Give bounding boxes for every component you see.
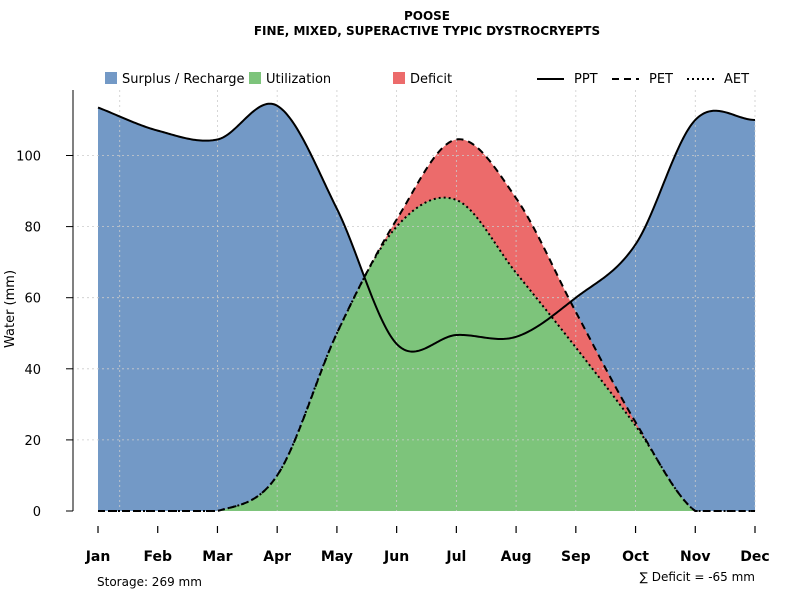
legend-label: Surplus / Recharge xyxy=(122,72,245,87)
gridlines xyxy=(72,90,756,511)
x-tick-label: Jul xyxy=(445,549,466,565)
legend: Surplus / Recharge Utilization Deficit PPT P… xyxy=(105,72,749,87)
utilization-area xyxy=(98,197,755,512)
x-tick-label: May xyxy=(321,549,353,565)
x-tick-label: Mar xyxy=(202,549,232,565)
y-tick-label: 100 xyxy=(16,150,41,165)
legend-label: Deficit xyxy=(410,72,452,87)
legend-label: PPT xyxy=(574,72,598,87)
legend-swatch xyxy=(393,72,405,84)
y-tick-label: 20 xyxy=(24,434,41,449)
x-tick-label: Dec xyxy=(740,549,769,565)
legend-label: AET xyxy=(724,72,749,87)
y-tick-label: 40 xyxy=(24,363,41,378)
y-tick-label: 60 xyxy=(24,292,41,307)
y-axis-label: Water (mm) xyxy=(3,270,18,348)
storage-annotation: Storage: 269 mm xyxy=(97,575,202,589)
chart-title: POOSE xyxy=(404,9,450,23)
ppt-line xyxy=(97,102,756,353)
deficit-annotation: ∑ Deficit = -65 mm xyxy=(640,570,755,584)
legend-label: PET xyxy=(649,72,673,87)
pet-line xyxy=(98,138,755,512)
x-tick-label: Apr xyxy=(263,549,291,565)
axes: 0 20 40 60 80 100 Jan Feb Mar Apr May Jun Jul Aug Sep O… xyxy=(16,90,770,565)
x-tick-label: Jun xyxy=(383,549,409,565)
legend-swatch xyxy=(105,72,117,84)
x-tick-label: Feb xyxy=(143,549,172,565)
surplus-above-pet-area xyxy=(98,103,755,512)
x-tick-label: Sep xyxy=(561,549,591,565)
series-lines xyxy=(97,102,756,512)
chart-subtitle: FINE, MIXED, SUPERACTIVE TYPIC DYSTROCRY… xyxy=(254,24,600,38)
area-fills xyxy=(98,103,755,512)
y-tick-label: 0 xyxy=(33,505,41,520)
x-tick-label: Oct xyxy=(622,549,649,565)
legend-swatch xyxy=(249,72,261,84)
x-tick-label: Aug xyxy=(501,549,532,565)
x-tick-label: Nov xyxy=(680,549,710,565)
x-tick-label: Jan xyxy=(85,549,111,565)
y-tick-label: 80 xyxy=(24,221,41,236)
legend-label: Utilization xyxy=(266,72,331,87)
